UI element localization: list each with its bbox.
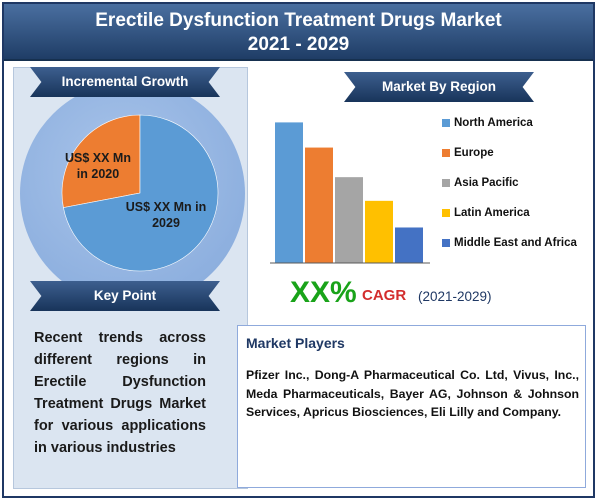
legend-label-asia-pacific: Asia Pacific (454, 177, 519, 189)
pie-label-2020: US$ XX Mn in 2020 (65, 151, 131, 181)
bar-north-america (275, 122, 303, 264)
title-bar: Erectile Dysfunction Treatment Drugs Mar… (4, 4, 593, 61)
market-by-region-heading: Market By Region (344, 72, 534, 102)
legend-label-europe: Europe (454, 147, 494, 159)
pie-slice-2029 (63, 114, 219, 272)
incremental-growth-pie (61, 114, 219, 272)
legend-swatch-europe (442, 149, 450, 157)
market-players-box: Market Players Pfizer Inc., Dong-A Pharm… (237, 325, 586, 488)
legend-swatch-north-america (442, 119, 450, 127)
cagr-years: (2021-2029) (418, 289, 492, 304)
legend-swatch-asia-pacific (442, 179, 450, 187)
cagr-label: CAGR (362, 287, 407, 304)
bar-middle-east-africa (395, 227, 423, 263)
cagr-block: XX% CAGR (2021-2029) (250, 276, 570, 316)
key-point-text: Recent trends across different regions i… (34, 330, 206, 456)
bar-europe (305, 147, 333, 263)
market-players-heading: Market Players (246, 335, 345, 351)
pie-slice-2020 (61, 114, 141, 208)
cagr-value: XX% (290, 276, 357, 309)
legend-label-north-america: North America (454, 117, 533, 129)
page-subtitle-years: 2021 - 2029 (247, 34, 350, 55)
market-by-region-bar-chart (270, 122, 430, 264)
bar-asia-pacific (335, 177, 363, 263)
key-point-heading: Key Point (30, 281, 220, 311)
pie-label-2029: US$ XX Mn in 2029 (125, 200, 207, 230)
incremental-growth-heading: Incremental Growth (30, 67, 220, 97)
bar-latin-america (365, 200, 393, 263)
market-players-text: Pfizer Inc., Dong-A Pharmaceutical Co. L… (246, 368, 579, 419)
legend-swatch-middle-east-africa (442, 239, 450, 247)
legend-label-latin-america: Latin America (454, 207, 530, 219)
page-title: Erectile Dysfunction Treatment Drugs Mar… (95, 10, 502, 31)
legend-swatch-latin-america (442, 209, 450, 217)
legend-label-middle-east-africa: Middle East and Africa (454, 237, 577, 249)
